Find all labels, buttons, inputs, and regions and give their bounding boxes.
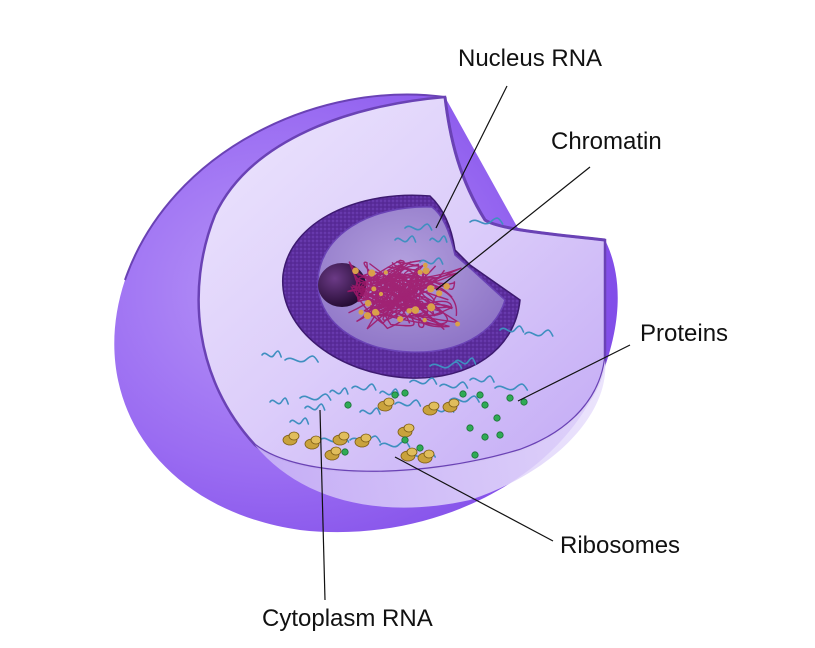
protein — [471, 451, 479, 459]
protein — [401, 436, 409, 444]
rna-strand — [429, 235, 448, 243]
ribosome — [354, 433, 372, 448]
rna-strand — [524, 329, 554, 337]
ribosome — [422, 401, 440, 416]
rna-strand — [299, 393, 332, 401]
protein — [466, 424, 474, 432]
protein — [459, 390, 467, 398]
protein — [520, 398, 528, 406]
rna-strand — [494, 383, 529, 391]
rna-strand — [351, 383, 377, 391]
chromatin-bead — [364, 299, 372, 307]
chromatin-bead — [371, 286, 377, 292]
leader-proteins — [517, 344, 631, 402]
label-ribosomes: Ribosomes — [560, 532, 681, 559]
ribosome — [282, 431, 300, 446]
leader-lines — [319, 85, 631, 601]
ribosome — [397, 423, 415, 438]
chromatin-bead — [436, 290, 443, 297]
chromatin-bead — [427, 303, 436, 312]
protein — [341, 448, 349, 456]
ribosome — [442, 398, 460, 413]
chromatin-bead — [422, 317, 427, 323]
rna-strand — [429, 361, 463, 369]
chromatin-strand — [358, 277, 449, 312]
rna-strand — [499, 325, 525, 333]
rna-strand — [359, 407, 381, 415]
protein — [416, 444, 424, 452]
chromatin-bead — [352, 267, 359, 275]
chromatin-bead — [375, 310, 380, 316]
label-chromatin: Chromatin — [551, 128, 662, 155]
rna-strand — [269, 397, 289, 405]
cytoplasm-floor — [255, 360, 606, 508]
rna-strand — [454, 357, 477, 365]
protein — [401, 389, 409, 397]
chromatin-bead — [443, 283, 450, 290]
protein — [344, 401, 352, 409]
chromatin-bead — [455, 321, 461, 327]
label-proteins: Proteins — [640, 320, 729, 347]
rna-strand — [289, 417, 310, 425]
protein — [481, 433, 489, 441]
chromatin-bead — [406, 308, 412, 314]
chromatin-bead — [422, 267, 430, 275]
chromatin-bead — [358, 309, 364, 315]
protein — [476, 391, 484, 399]
chromatin-bead — [417, 269, 423, 275]
label-cytoplasm-rna: Cytoplasm RNA — [262, 605, 433, 632]
chromatin-bead — [397, 316, 404, 323]
protein — [506, 394, 514, 402]
chromatin-bead — [427, 285, 435, 293]
rna-strand — [394, 399, 422, 407]
rna-strand — [469, 375, 495, 383]
rna-strand — [284, 355, 319, 363]
rna-strand — [379, 388, 400, 396]
protein — [493, 414, 501, 422]
leader-chromatin — [435, 166, 591, 291]
rna-strand — [404, 223, 433, 231]
chromatin-bead — [378, 291, 384, 297]
chromatin-bead — [383, 270, 388, 275]
ribosome — [332, 431, 350, 446]
rna-strand — [449, 395, 480, 403]
chromatin-bead — [363, 312, 372, 320]
ribosome — [324, 446, 342, 461]
chromatin-bead — [422, 262, 428, 268]
cell-membrane — [124, 93, 446, 281]
protein — [391, 391, 399, 399]
rna-strand — [329, 387, 349, 395]
protein — [481, 401, 489, 409]
chromatin-strand — [360, 274, 460, 324]
ribosome — [377, 397, 395, 412]
leader-nucleus-rna — [435, 85, 508, 229]
rna-strand — [419, 257, 444, 265]
rna-strand — [439, 381, 469, 389]
leader-ribosomes — [394, 456, 554, 542]
chromatin-strand — [348, 259, 429, 310]
rna-strand — [409, 377, 438, 385]
chromatin-bead — [368, 269, 376, 277]
ribosome — [304, 435, 322, 450]
chromatin-beads — [352, 262, 461, 327]
ribosome — [400, 447, 418, 462]
protein — [496, 431, 504, 439]
rna-strand — [469, 217, 504, 225]
rna-strand — [304, 403, 326, 411]
ribosome — [417, 449, 435, 464]
rna-strand — [261, 350, 282, 358]
protein-group — [341, 389, 528, 459]
label-nucleus-rna: Nucleus RNA — [458, 45, 603, 72]
leader-cytoplasm-rna — [319, 409, 326, 601]
rna-strand — [394, 235, 417, 243]
ribosome-group — [282, 397, 460, 464]
chromatin-bead — [411, 306, 420, 314]
